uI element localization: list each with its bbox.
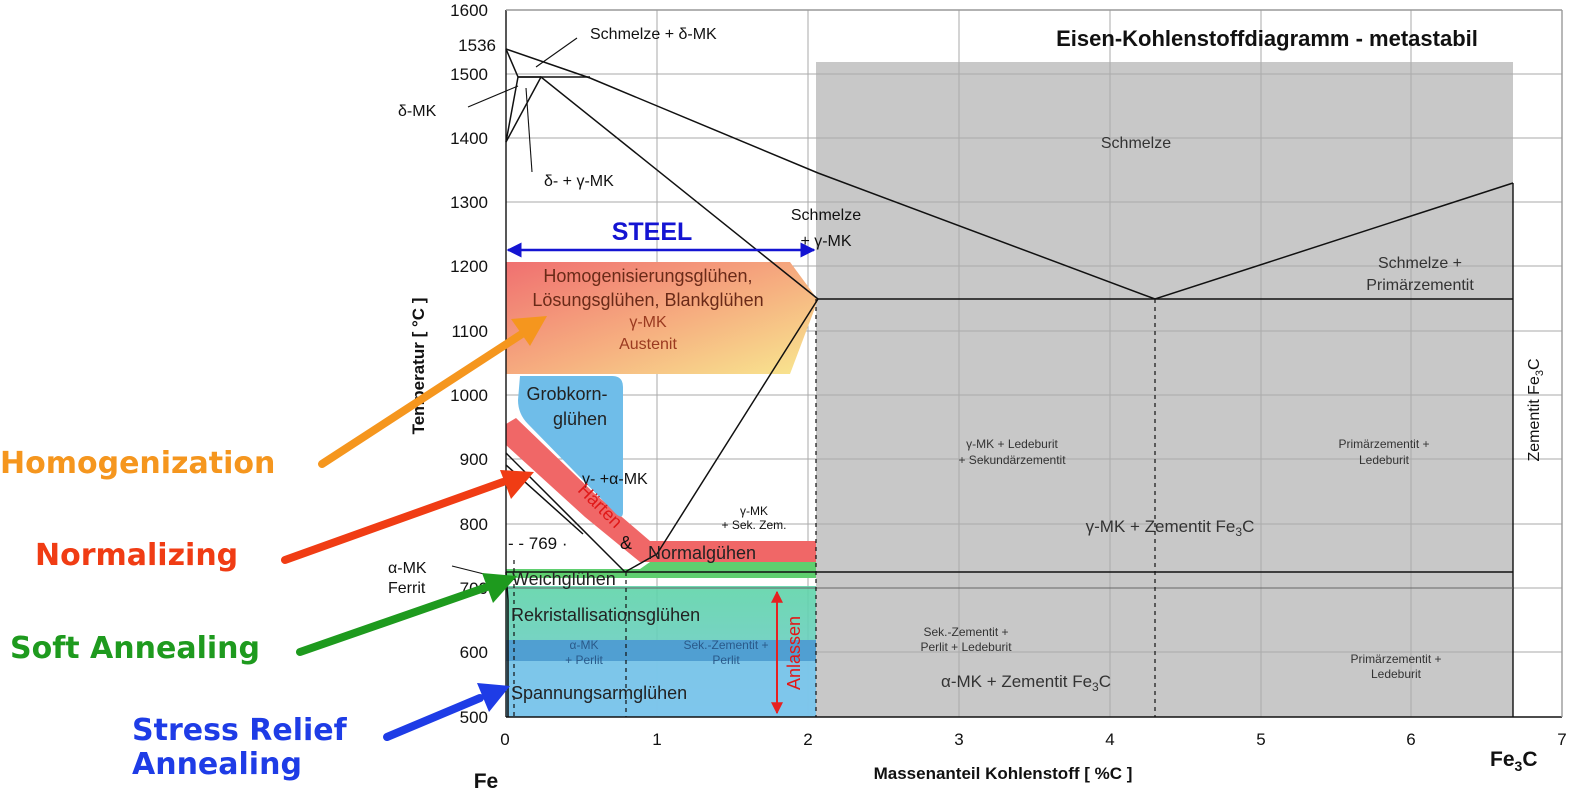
x-tick-1: 1 xyxy=(652,730,661,749)
label-austenit-1: γ-MK xyxy=(629,314,667,331)
y-tick-600: 600 xyxy=(460,643,488,662)
fe3c-label: Fe3C xyxy=(1490,748,1537,774)
label-schmelze-delta: Schmelze + δ-MK xyxy=(590,26,717,43)
cementite-region xyxy=(816,62,1513,717)
label-rekristall: Rekristallisationsglühen xyxy=(511,605,700,625)
homogenization-band xyxy=(506,262,818,374)
label-primaer-ledeburit-low-2: Ledeburit xyxy=(1371,667,1422,681)
label-spannung: Spannungsarmglühen xyxy=(511,683,687,703)
label-sek-perlit-ledeburit-2: Perlit + Ledeburit xyxy=(920,640,1012,654)
label-zementit-side: Zementit Fe3C xyxy=(1526,358,1546,461)
stress-relief-arrow xyxy=(383,694,484,741)
steel-label: STEEL xyxy=(612,218,693,246)
label-alpha-ferrit-2: Ferrit xyxy=(388,580,426,597)
x-tick-6: 6 xyxy=(1406,730,1415,749)
x-tick-3: 3 xyxy=(954,730,963,749)
label-alpha-ferrit-1: α-MK xyxy=(388,560,427,577)
y-tick-1000: 1000 xyxy=(450,386,488,405)
y-tick-1500: 1500 xyxy=(450,65,488,84)
label-gamma-alpha: γ- +α-MK xyxy=(582,471,648,488)
y-tick-1536: 1536 xyxy=(458,36,496,55)
label-alpha-perlit-2: + Perlit xyxy=(565,653,603,667)
x-tick-0: 0 xyxy=(500,730,509,749)
diagram-title: Eisen-Kohlenstoffdiagramm - metastabil xyxy=(1056,26,1478,51)
label-sek-perlit-1: Sek.-Zementit + xyxy=(683,638,768,652)
label-weich: Weichglühen xyxy=(512,569,616,589)
y-tick-1100: 1100 xyxy=(451,322,488,341)
normalizing-arrow xyxy=(281,478,507,564)
x-tick-2: 2 xyxy=(803,730,812,749)
label-alpha-zementit: α-MK + Zementit Fe3C xyxy=(941,672,1111,694)
label-homogen-1: Homogenisierungsglühen, xyxy=(543,266,752,286)
y-ticks: 500 600 700 800 900 1000 1100 1200 1300 … xyxy=(450,1,496,727)
label-gamma-ledeburit-2: + Sekundärzementit xyxy=(958,453,1066,467)
y-tick-1300: 1300 xyxy=(450,193,488,212)
y-tick-800: 800 xyxy=(460,515,488,534)
soft-annealing-arrow xyxy=(296,583,491,656)
fe-label: Fe xyxy=(474,770,499,793)
label-schmelze: Schmelze xyxy=(1101,135,1171,152)
label-sek-perlit-2: Perlit xyxy=(712,653,740,667)
label-gamma-zementit: γ-MK + Zementit Fe3C xyxy=(1086,517,1255,539)
label-grobkorn-2: glühen xyxy=(553,409,607,429)
label-primaer-ledeburit-low-1: Primärzementit + xyxy=(1350,652,1441,666)
label-homogen-2: Lösungsglühen, Blankglühen xyxy=(532,290,763,310)
label-normal: Normalgühen xyxy=(648,543,756,563)
y-axis-label: Temperatur [ °C ] xyxy=(409,298,428,435)
dashed-lines xyxy=(513,299,1156,717)
label-austenit-2: Austenit xyxy=(619,336,677,353)
x-tick-5: 5 xyxy=(1256,730,1265,749)
label-delta-mk: δ-MK xyxy=(398,103,437,120)
x-tick-4: 4 xyxy=(1105,730,1114,749)
y-tick-1600: 1600 xyxy=(450,1,488,20)
normalizing-label: Normalizing xyxy=(35,538,238,573)
soft-annealing-label: Soft Annealing xyxy=(10,631,260,666)
label-alpha-perlit-1: α-MK xyxy=(570,638,599,652)
label-schmelze-gamma-2: + γ-MK xyxy=(800,233,851,250)
homogenization-label: Homogenization xyxy=(0,446,275,481)
label-delta-gamma: δ- + γ-MK xyxy=(544,173,614,190)
x-axis-label: Massenanteil Kohlenstoff [ %C ] xyxy=(874,764,1133,783)
grobkorn-band xyxy=(518,376,623,517)
axes-frame xyxy=(505,9,1563,718)
label-primaer-ledeburit-2: Ledeburit xyxy=(1359,453,1410,467)
label-sek-perlit-ledeburit-1: Sek.-Zementit + xyxy=(923,625,1008,639)
phase-labels: Schmelze + δ-MK δ-MK δ- + γ-MK Schmelze … xyxy=(388,26,1546,694)
phase-lines xyxy=(505,48,1514,717)
haerten-band xyxy=(506,418,816,562)
treatment-labels: Homogenisierungsglühen, Lösungsglühen, B… xyxy=(511,266,804,703)
y-tick-500: 500 xyxy=(460,708,488,727)
label-primaer-ledeburit-1: Primärzementit + xyxy=(1338,437,1429,451)
label-ampersand: & xyxy=(620,533,632,553)
label-gamma-sek-2: + Sek. Zem. xyxy=(721,518,786,532)
label-anlassen: Anlassen xyxy=(784,616,804,690)
x-tick-7: 7 xyxy=(1557,730,1566,749)
stress-relief-label-1: Stress Relief xyxy=(132,713,348,748)
label-gamma-sek-1: γ-MK xyxy=(740,504,768,518)
label-schmelze-gamma-1: Schmelze xyxy=(791,207,861,224)
x-ticks: 0 1 2 3 4 5 6 7 xyxy=(500,730,1566,749)
homogenization-arrow xyxy=(318,326,532,468)
label-gamma-ledeburit-1: γ-MK + Ledeburit xyxy=(966,437,1058,451)
y-tick-1400: 1400 xyxy=(450,129,488,148)
weichgluehen-band xyxy=(506,562,816,578)
y-tick-900: 900 xyxy=(460,450,488,469)
label-schmelze-primaer-2: Primärzementit xyxy=(1366,277,1474,294)
callout-arrows xyxy=(281,316,547,741)
y-tick-1200: 1200 xyxy=(450,257,488,276)
label-a2-line: - - 769 · xyxy=(508,534,568,553)
label-grobkorn-1: Grobkorn- xyxy=(526,384,607,404)
stress-relief-label-2: Annealing xyxy=(132,747,302,782)
perlit-strip xyxy=(506,640,816,661)
label-schmelze-primaer-1: Schmelze + xyxy=(1378,255,1462,272)
